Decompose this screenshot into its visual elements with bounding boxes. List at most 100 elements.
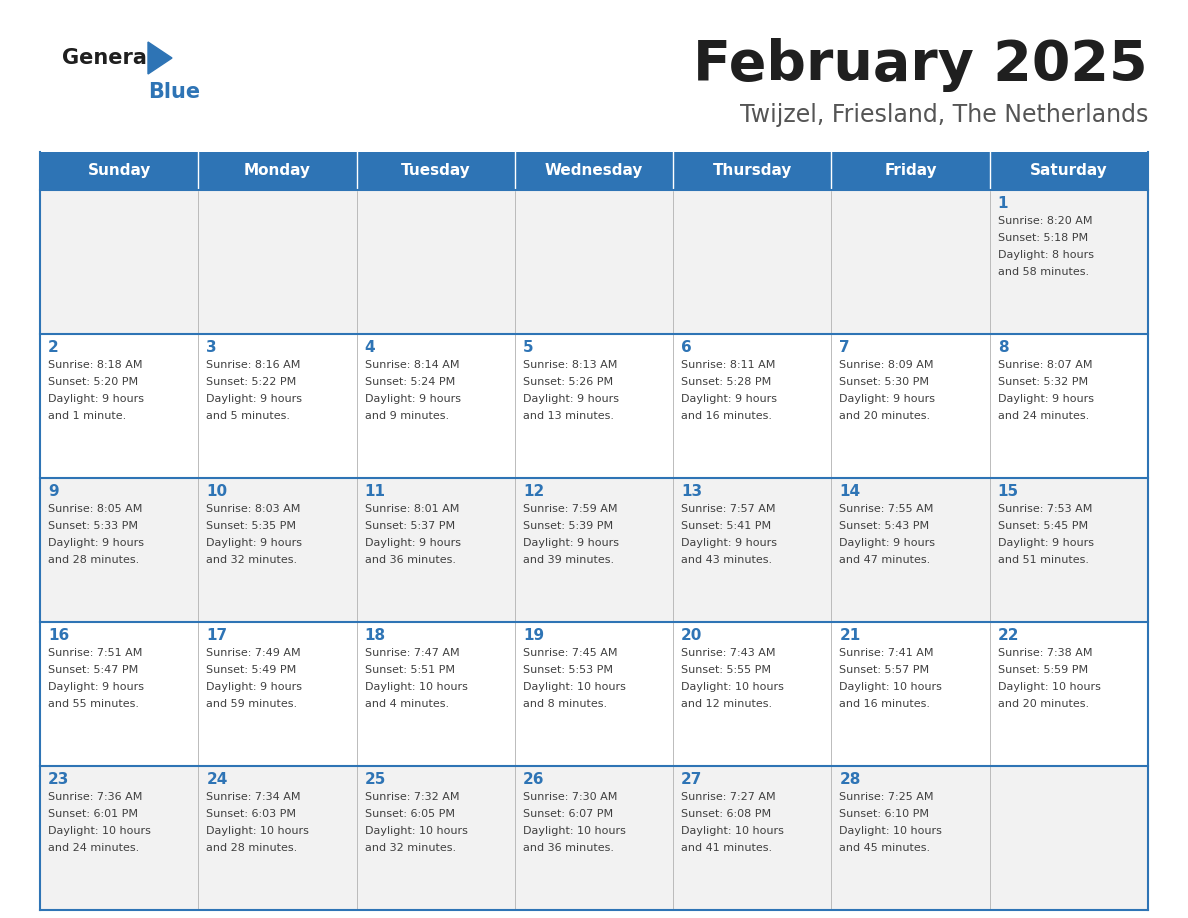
Text: Sunrise: 8:05 AM: Sunrise: 8:05 AM [48, 504, 143, 514]
Text: and 4 minutes.: and 4 minutes. [365, 699, 449, 709]
Bar [198, 152, 356, 190]
Text: and 8 minutes.: and 8 minutes. [523, 699, 607, 709]
Text: Sunset: 6:05 PM: Sunset: 6:05 PM [365, 809, 455, 819]
Text: Blue: Blue [148, 82, 200, 102]
Text: and 24 minutes.: and 24 minutes. [48, 843, 139, 853]
Text: Daylight: 9 hours: Daylight: 9 hours [207, 394, 302, 404]
Text: 21: 21 [840, 628, 860, 643]
Text: Sunset: 5:24 PM: Sunset: 5:24 PM [365, 377, 455, 387]
Text: and 16 minutes.: and 16 minutes. [840, 699, 930, 709]
Text: Sunrise: 8:01 AM: Sunrise: 8:01 AM [365, 504, 459, 514]
Text: 6: 6 [681, 340, 691, 355]
Text: and 16 minutes.: and 16 minutes. [681, 411, 772, 421]
Bar [674, 190, 832, 334]
Text: 11: 11 [365, 484, 386, 499]
Text: and 5 minutes.: and 5 minutes. [207, 411, 290, 421]
Text: Sunrise: 8:03 AM: Sunrise: 8:03 AM [207, 504, 301, 514]
Text: Daylight: 9 hours: Daylight: 9 hours [840, 538, 935, 548]
Bar [198, 622, 356, 766]
Text: Sunset: 5:45 PM: Sunset: 5:45 PM [998, 521, 1088, 531]
Text: Sunset: 5:47 PM: Sunset: 5:47 PM [48, 665, 138, 675]
Text: 26: 26 [523, 772, 544, 787]
Text: General: General [62, 48, 154, 68]
Text: Daylight: 10 hours: Daylight: 10 hours [365, 826, 467, 836]
Text: Sunrise: 7:59 AM: Sunrise: 7:59 AM [523, 504, 618, 514]
Text: and 28 minutes.: and 28 minutes. [207, 843, 297, 853]
Bar [356, 766, 514, 910]
Bar [674, 478, 832, 622]
Text: Sunset: 5:18 PM: Sunset: 5:18 PM [998, 233, 1088, 243]
Text: and 28 minutes.: and 28 minutes. [48, 555, 139, 565]
Text: Sunset: 6:03 PM: Sunset: 6:03 PM [207, 809, 296, 819]
Text: and 24 minutes.: and 24 minutes. [998, 411, 1089, 421]
Bar [356, 622, 514, 766]
Text: 20: 20 [681, 628, 702, 643]
Text: Sunrise: 8:18 AM: Sunrise: 8:18 AM [48, 360, 143, 370]
Bar [514, 622, 674, 766]
Text: Sunrise: 8:14 AM: Sunrise: 8:14 AM [365, 360, 459, 370]
Text: Daylight: 10 hours: Daylight: 10 hours [840, 682, 942, 692]
Text: Daylight: 9 hours: Daylight: 9 hours [998, 394, 1094, 404]
Bar [674, 152, 832, 190]
Text: 14: 14 [840, 484, 860, 499]
Text: Friday: Friday [884, 163, 937, 178]
Text: 27: 27 [681, 772, 702, 787]
Bar [674, 766, 832, 910]
Text: Daylight: 9 hours: Daylight: 9 hours [207, 682, 302, 692]
Text: Daylight: 10 hours: Daylight: 10 hours [998, 682, 1100, 692]
Text: Monday: Monday [244, 163, 311, 178]
Text: 3: 3 [207, 340, 217, 355]
Bar [198, 334, 356, 478]
Text: Sunset: 5:37 PM: Sunset: 5:37 PM [365, 521, 455, 531]
Text: Sunrise: 7:53 AM: Sunrise: 7:53 AM [998, 504, 1092, 514]
Text: Sunrise: 8:20 AM: Sunrise: 8:20 AM [998, 216, 1092, 226]
Text: Sunrise: 7:30 AM: Sunrise: 7:30 AM [523, 792, 618, 802]
Text: 23: 23 [48, 772, 69, 787]
Text: 10: 10 [207, 484, 227, 499]
Text: Daylight: 10 hours: Daylight: 10 hours [365, 682, 467, 692]
Text: 1: 1 [998, 196, 1009, 211]
Text: 25: 25 [365, 772, 386, 787]
Bar [356, 190, 514, 334]
Text: Sunrise: 7:41 AM: Sunrise: 7:41 AM [840, 648, 934, 658]
Text: Sunset: 6:07 PM: Sunset: 6:07 PM [523, 809, 613, 819]
Text: 16: 16 [48, 628, 69, 643]
Text: Sunday: Sunday [88, 163, 151, 178]
Text: Sunset: 5:39 PM: Sunset: 5:39 PM [523, 521, 613, 531]
Bar [990, 478, 1148, 622]
Text: Sunset: 5:26 PM: Sunset: 5:26 PM [523, 377, 613, 387]
Text: Sunset: 5:20 PM: Sunset: 5:20 PM [48, 377, 138, 387]
Text: and 47 minutes.: and 47 minutes. [840, 555, 930, 565]
Text: Sunrise: 7:45 AM: Sunrise: 7:45 AM [523, 648, 618, 658]
Text: Daylight: 9 hours: Daylight: 9 hours [365, 394, 461, 404]
Text: and 36 minutes.: and 36 minutes. [523, 843, 614, 853]
Bar [832, 766, 990, 910]
Text: and 20 minutes.: and 20 minutes. [840, 411, 930, 421]
Text: 17: 17 [207, 628, 227, 643]
Text: and 9 minutes.: and 9 minutes. [365, 411, 449, 421]
Bar [40, 190, 198, 334]
Bar [198, 190, 356, 334]
Text: and 39 minutes.: and 39 minutes. [523, 555, 614, 565]
Bar [40, 766, 198, 910]
Text: Sunset: 5:55 PM: Sunset: 5:55 PM [681, 665, 771, 675]
Bar [990, 622, 1148, 766]
Text: Sunrise: 7:38 AM: Sunrise: 7:38 AM [998, 648, 1092, 658]
Text: Sunset: 5:32 PM: Sunset: 5:32 PM [998, 377, 1088, 387]
Bar [674, 334, 832, 478]
Text: Sunrise: 8:13 AM: Sunrise: 8:13 AM [523, 360, 618, 370]
Text: Sunset: 5:35 PM: Sunset: 5:35 PM [207, 521, 296, 531]
Text: Daylight: 9 hours: Daylight: 9 hours [523, 538, 619, 548]
Text: and 32 minutes.: and 32 minutes. [207, 555, 297, 565]
Text: Sunset: 6:01 PM: Sunset: 6:01 PM [48, 809, 138, 819]
Text: Sunrise: 8:11 AM: Sunrise: 8:11 AM [681, 360, 776, 370]
Text: Daylight: 9 hours: Daylight: 9 hours [48, 394, 144, 404]
Text: Sunrise: 7:43 AM: Sunrise: 7:43 AM [681, 648, 776, 658]
Text: Sunset: 5:43 PM: Sunset: 5:43 PM [840, 521, 929, 531]
Bar [832, 334, 990, 478]
Text: Sunset: 5:28 PM: Sunset: 5:28 PM [681, 377, 771, 387]
Text: Sunrise: 7:55 AM: Sunrise: 7:55 AM [840, 504, 934, 514]
Text: Sunrise: 7:36 AM: Sunrise: 7:36 AM [48, 792, 143, 802]
Text: Sunrise: 7:25 AM: Sunrise: 7:25 AM [840, 792, 934, 802]
Text: and 43 minutes.: and 43 minutes. [681, 555, 772, 565]
